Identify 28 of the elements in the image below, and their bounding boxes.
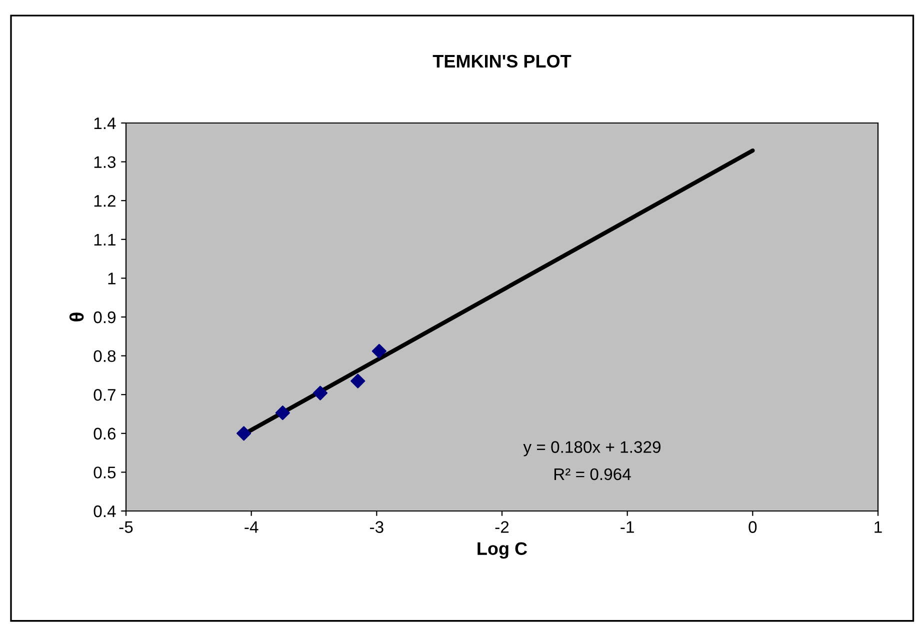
x-tick-label: -3 [370,521,384,533]
y-tick-label: 0.4 [94,505,116,518]
y-tick-label: 1.4 [94,118,116,130]
x-tick-label: -1 [620,521,634,533]
x-axis-title: Log C [478,542,528,559]
y-tick-label: 1 [108,272,116,284]
x-tick-label: -5 [119,521,133,533]
y-tick-label: 0.6 [94,428,116,440]
point [275,406,290,420]
x-tick-label: 0 [748,521,757,533]
x-tick-label: 1 [874,521,882,533]
chart-title: TEMKIN'S PLOT [432,54,572,68]
x-tick-label: -4 [244,521,258,533]
point [350,374,366,388]
point [312,386,328,400]
y-axis-title: θ [69,312,84,322]
y-tick-label: 1.2 [94,195,116,207]
point [372,344,386,358]
y-tick-label: 0.7 [94,389,116,401]
y-tick-label: 0.5 [94,466,116,478]
y-tick-label: 0.9 [94,311,116,324]
y-tick-label: 1.1 [94,234,116,246]
y-tick-label: 1.3 [94,156,116,168]
point [236,426,252,441]
y-tick-label: 0.8 [94,350,116,362]
annotation: R² = 0.964 [554,468,631,480]
annotation: y = 0.180x + 1.329 [523,441,660,456]
x-tick-label: -2 [495,521,509,533]
